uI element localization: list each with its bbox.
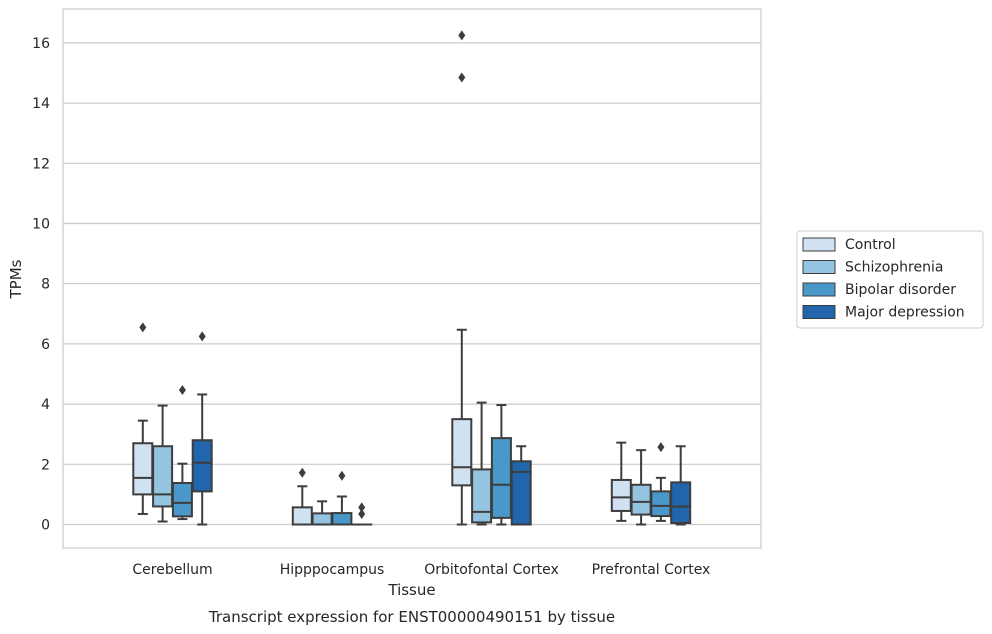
box-1-0 (152, 404, 174, 523)
legend-swatch (802, 260, 836, 274)
legend-swatch (802, 282, 836, 297)
box-3-0 (191, 331, 213, 526)
outlier-point (358, 502, 366, 513)
y-tick-label: 0 (41, 518, 50, 534)
x-tick-label: Hipppocampus (280, 562, 385, 578)
x-tick-labels: Cerebellum Hipppocampus Orbitofontal Corte… (132, 562, 710, 578)
outlier-point (338, 470, 346, 481)
y-tick-label: 6 (41, 337, 50, 353)
outlier-point (298, 467, 306, 478)
box-0-2 (451, 30, 473, 526)
box-1-2 (471, 401, 493, 526)
box-body (331, 512, 353, 526)
y-axis-title: TPMs (7, 259, 25, 299)
grid-lines (63, 42, 761, 526)
box-body (132, 442, 154, 496)
outlier-point (657, 442, 665, 453)
legend-label: Schizophrenia (845, 260, 943, 276)
y-tick-label: 14 (32, 96, 50, 112)
y-tick-label: 4 (41, 397, 50, 413)
outlier-point (198, 331, 206, 342)
box-body (490, 437, 512, 519)
x-tick-label: Prefrontal Cortex (592, 562, 711, 578)
box-body (471, 468, 493, 524)
box-body (291, 506, 313, 526)
outlier-point (458, 72, 466, 83)
chart-caption: Transcript expression for ENST0000049015… (208, 608, 615, 626)
box-body (670, 481, 692, 524)
box-body (191, 439, 213, 493)
legend-label: Control (845, 237, 896, 253)
box-body (510, 460, 532, 526)
outlier-point (458, 30, 466, 41)
box-body (610, 478, 632, 512)
box-2-3 (650, 442, 672, 522)
box-groups (132, 30, 692, 526)
y-tick-label: 12 (32, 156, 50, 172)
legend-label: Major depression (845, 305, 965, 321)
box-2-2 (490, 404, 512, 526)
x-tick-label: Orbitofontal Cortex (424, 562, 559, 578)
box-0-1 (291, 467, 313, 526)
box-2-0 (171, 384, 193, 521)
box-body (451, 418, 473, 487)
box-3-2 (510, 445, 532, 526)
y-tick-label: 16 (32, 36, 50, 52)
box-2-1 (331, 470, 353, 526)
box-1-3 (630, 449, 652, 526)
box-body (311, 512, 333, 526)
y-tick-labels: 0 2 4 6 8 10 12 14 16 (32, 36, 50, 534)
plot-frame (62, 8, 762, 549)
outlier-point (358, 508, 366, 519)
box-1-1 (311, 500, 333, 526)
legend-frame (796, 230, 984, 329)
box-body (171, 481, 193, 518)
y-tick-label: 10 (32, 217, 50, 233)
legend-swatch (802, 305, 836, 319)
box-3-3 (670, 445, 692, 526)
legend: Control Schizophrenia Bipolar disorder Majo… (796, 230, 984, 329)
y-tick-label: 8 (41, 277, 50, 293)
x-tick-label: Cerebellum (132, 562, 212, 578)
outlier-point (178, 384, 186, 395)
legend-swatch (802, 237, 836, 252)
box-body (630, 483, 652, 516)
outlier-point (139, 322, 147, 333)
box-body (152, 445, 174, 508)
x-axis-title: Tissue (387, 581, 435, 599)
legend-label: Bipolar disorder (845, 282, 956, 298)
box-body (650, 490, 672, 518)
y-tick-label: 2 (41, 457, 50, 473)
plot-background (63, 9, 761, 548)
box-3-1 (351, 502, 373, 526)
